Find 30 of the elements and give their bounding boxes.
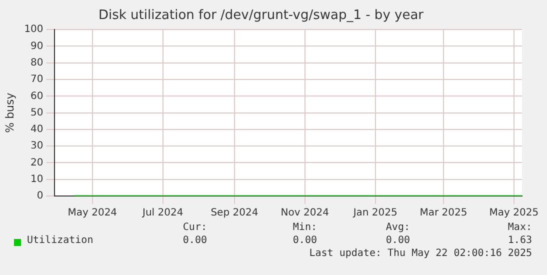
text: 0.00	[292, 235, 317, 246]
legend-label: Utilization	[27, 235, 94, 246]
text: Cur:	[182, 222, 207, 233]
x-tick-label: Mar 2025	[420, 208, 468, 219]
text: 0.00	[182, 235, 207, 246]
x-tick-label: Nov 2024	[280, 208, 329, 219]
text: 0.00	[386, 235, 410, 246]
text: Last update: Thu May 22 02:00:16 2025	[309, 248, 532, 259]
x-tick-label: May 2024	[68, 208, 118, 219]
y-tick-label: 90	[30, 40, 44, 52]
x-tick-label: Jan 2025	[352, 208, 398, 219]
y-tick-label: 70	[30, 74, 44, 86]
text: Min:	[292, 222, 317, 233]
chart-title: Disk utilization for /dev/grunt-vg/swap_1 - by year	[98, 8, 424, 24]
y-tick-label: 80	[30, 57, 44, 68]
x-tick-label: Sep 2024	[210, 208, 258, 219]
y-tick-label: 50	[30, 107, 44, 118]
y-tick-label: 40	[30, 124, 44, 136]
y-tick-label: 0	[36, 190, 44, 202]
y-axis-title: % busy	[3, 92, 16, 133]
y-tick-label: 60	[30, 90, 44, 102]
y-tick-label: 10	[30, 174, 44, 185]
y-tick-label: 100	[24, 24, 44, 36]
y-tick-label: 30	[30, 140, 44, 152]
text: 1.63	[508, 235, 532, 246]
text: Max:	[508, 222, 532, 233]
y-tick-label: 20	[30, 157, 44, 168]
x-tick-label: May 2025	[489, 208, 539, 219]
x-tick-label: Jul 2024	[141, 208, 184, 219]
text: Avg:	[386, 222, 410, 233]
